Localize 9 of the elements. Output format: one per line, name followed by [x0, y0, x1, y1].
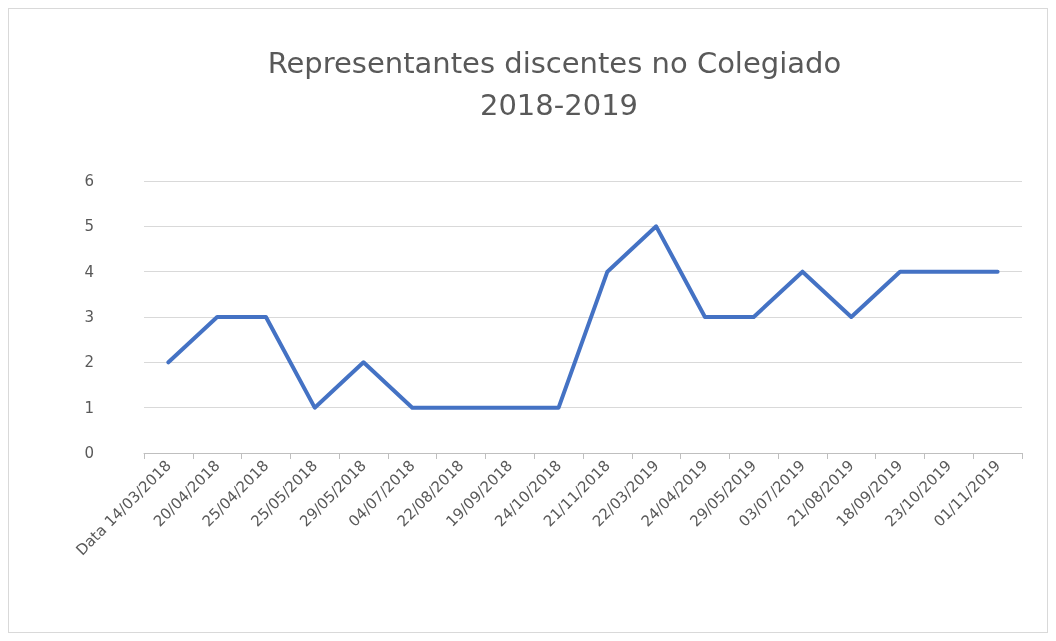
y-tick-label: 4 [84, 262, 94, 281]
y-tick-label: 2 [84, 353, 94, 372]
y-tick-label: 6 [84, 172, 94, 190]
y-tick-label: 1 [84, 398, 94, 417]
chart-title: Representantes discentes no Colegiado 2018-2019 [267, 46, 851, 122]
y-tick-label: 5 [84, 217, 94, 236]
y-tick-label: 3 [84, 308, 94, 326]
y-tick-label: 0 [84, 444, 94, 462]
line-series [166, 224, 1000, 410]
